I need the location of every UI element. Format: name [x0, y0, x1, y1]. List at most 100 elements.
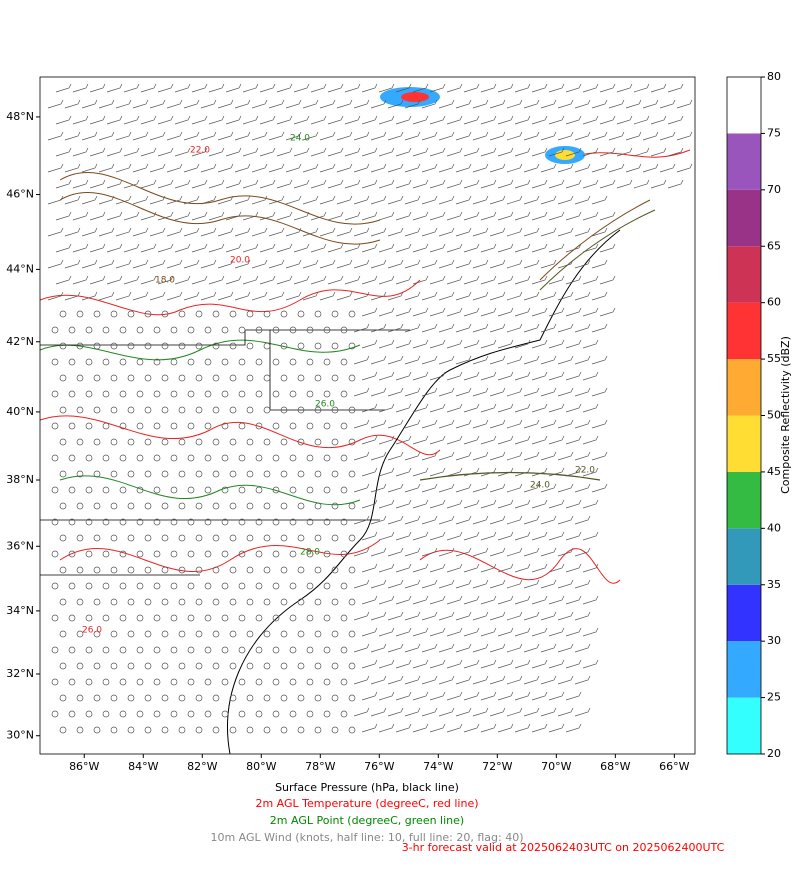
wind-barb: [327, 275, 344, 285]
wind-barb: [489, 579, 506, 589]
wind-barb: [514, 403, 531, 413]
calm-wind: [263, 534, 271, 542]
wind-barb: [353, 675, 370, 685]
calm-wind: [263, 470, 271, 478]
calm-wind: [93, 726, 101, 734]
calm-wind: [136, 486, 144, 494]
calm-wind: [221, 550, 229, 558]
colorbar-tick-label: 30: [767, 634, 781, 647]
wind-barb: [140, 83, 157, 93]
wind-barb: [557, 419, 574, 429]
calm-wind: [195, 406, 203, 414]
wind-barb: [191, 147, 208, 157]
wind-barb: [565, 627, 582, 637]
wind-barb: [421, 675, 438, 685]
calm-wind: [306, 422, 314, 430]
calm-wind: [314, 438, 322, 446]
wind-barb: [599, 147, 616, 157]
wind-barb: [302, 163, 319, 173]
wind-barb: [497, 659, 514, 669]
wind-barb: [625, 99, 642, 109]
wind-barb: [540, 579, 557, 589]
calm-wind: [110, 726, 118, 734]
wind-barb: [387, 131, 404, 141]
calm-wind: [306, 518, 314, 526]
wind-barb: [217, 131, 234, 141]
wind-barb: [421, 515, 438, 525]
calm-wind: [59, 406, 67, 414]
wind-barb: [404, 387, 421, 397]
wind-barb: [472, 611, 489, 621]
wind-barb: [574, 611, 591, 621]
caption: 3-hr forecast valid at 2025062403UTC on …: [402, 841, 725, 854]
wind-barb: [489, 195, 506, 205]
wind-barb: [242, 211, 259, 221]
y-tick-label: 30°N: [6, 729, 34, 742]
wind-barb: [548, 371, 565, 381]
calm-wind: [255, 550, 263, 558]
wind-barb: [106, 211, 123, 221]
calm-wind: [161, 630, 169, 638]
calm-wind: [144, 662, 152, 670]
wind-barb: [421, 323, 438, 333]
wind-barb: [123, 275, 140, 285]
wind-barb: [166, 163, 183, 173]
calm-wind: [144, 406, 152, 414]
wind-barb: [361, 275, 378, 285]
wind-barb: [89, 179, 106, 189]
caption: Surface Pressure (hPa, black line): [275, 781, 459, 794]
wind-barb: [540, 419, 557, 429]
wind-barb: [310, 243, 327, 253]
wind-barb: [489, 387, 506, 397]
wind-barb: [64, 291, 81, 301]
calm-wind: [212, 662, 220, 670]
calm-wind: [221, 454, 229, 462]
colorbar-band: [727, 359, 761, 416]
colorbar-band: [727, 415, 761, 472]
wind-barb: [514, 659, 531, 669]
wind-barb: [140, 147, 157, 157]
wind-barb: [565, 723, 582, 733]
wind-barb: [378, 659, 395, 669]
calm-wind: [187, 454, 195, 462]
x-tick-label: 72°W: [482, 760, 512, 773]
calm-wind: [178, 694, 186, 702]
calm-wind: [59, 310, 67, 318]
calm-wind: [136, 518, 144, 526]
wind-barb: [81, 131, 98, 141]
wind-barb: [438, 355, 455, 365]
calm-wind: [263, 726, 271, 734]
wind-barb: [81, 291, 98, 301]
calm-wind: [68, 486, 76, 494]
wind-barb: [429, 435, 446, 445]
colorbar-tick-label: 65: [767, 239, 781, 252]
wind-barb: [319, 291, 336, 301]
wind-barb: [353, 707, 370, 717]
wind-barb: [591, 355, 608, 365]
wind-barb: [582, 179, 599, 189]
calm-wind: [170, 422, 178, 430]
wind-barb: [370, 515, 387, 525]
calm-wind: [204, 550, 212, 558]
calm-wind: [144, 630, 152, 638]
wind-barb: [506, 419, 523, 429]
wind-barb: [523, 675, 540, 685]
calm-wind: [238, 614, 246, 622]
calm-wind: [272, 422, 280, 430]
wind-barb: [497, 179, 514, 189]
wind-barb: [489, 323, 506, 333]
wind-barb: [157, 211, 174, 221]
wind-barb: [404, 579, 421, 589]
calm-wind: [348, 598, 356, 606]
caption: 10m AGL Wind (knots, half line: 10, full…: [210, 831, 523, 844]
wind-barb: [523, 707, 540, 717]
calm-wind: [340, 486, 348, 494]
wind-barb: [310, 275, 327, 285]
wind-barb: [412, 435, 429, 445]
wind-barb: [531, 211, 548, 221]
wind-barb: [217, 163, 234, 173]
wind-barb: [514, 499, 531, 509]
wind-barb: [191, 243, 208, 253]
wind-barb: [480, 83, 497, 93]
calm-wind: [93, 310, 101, 318]
